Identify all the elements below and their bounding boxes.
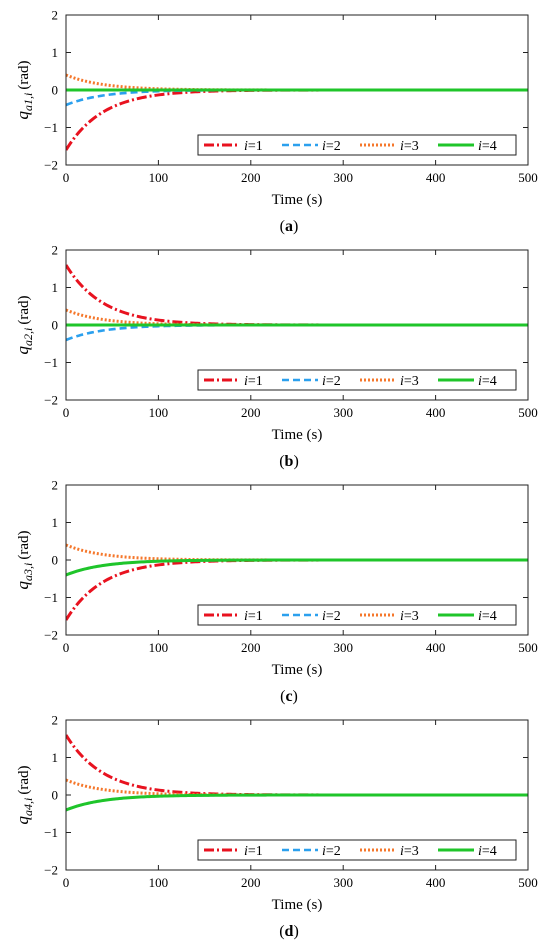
- legend: i=1 i=2 i=3 i=4: [197, 369, 517, 391]
- x-tick-label: 300: [333, 640, 353, 655]
- x-tick-label: 400: [426, 875, 446, 890]
- panel-caption: (a): [280, 218, 299, 235]
- legend-box: [197, 604, 517, 626]
- x-tick-label: 200: [241, 170, 261, 185]
- x-tick-label: 0: [63, 875, 70, 890]
- legend-label: i=3: [400, 609, 419, 624]
- x-tick-label: 100: [149, 640, 169, 655]
- panel-b: 0 100 200 300 400 500 −2 −1 0 1 2 i=1 i=2 i=3 i=4 Time …: [13, 243, 538, 471]
- legend: i=1 i=2 i=3 i=4: [197, 134, 517, 156]
- x-tick-label: 100: [149, 405, 169, 420]
- y-tick-label: −1: [44, 825, 58, 840]
- legend-label: i=1: [244, 139, 263, 154]
- y-tick-label: −1: [44, 590, 58, 605]
- y-axis-label: qa2,i(rad): [13, 296, 35, 355]
- legend-label: i=1: [244, 609, 263, 624]
- y-tick-label: 0: [52, 318, 59, 333]
- plot-frame-outline: [65, 249, 529, 401]
- x-tick-label: 0: [63, 170, 70, 185]
- x-tick-label: 200: [241, 405, 261, 420]
- x-tick-label: 300: [333, 875, 353, 890]
- legend-label: i=4: [478, 609, 497, 624]
- series-line-i-4: [66, 793, 528, 812]
- legend-label: i=1: [244, 374, 263, 389]
- x-axis-label: Time (s): [272, 662, 323, 678]
- y-tick-label: 2: [52, 713, 59, 728]
- legend-label: i=3: [400, 139, 419, 154]
- legend-label: i=1: [244, 844, 263, 859]
- legend: i=1 i=2 i=3 i=4: [197, 839, 517, 861]
- legend: i=1 i=2 i=3 i=4: [197, 604, 517, 626]
- x-axis-label: Time (s): [272, 427, 323, 443]
- y-tick-label: −2: [44, 863, 58, 878]
- panel-caption: (c): [280, 688, 298, 705]
- plot-frame-outline: [65, 14, 529, 166]
- y-tick-label: 2: [52, 8, 59, 23]
- legend-label: i=4: [478, 139, 497, 154]
- y-tick-label: 0: [52, 83, 59, 98]
- x-tick-label: 300: [333, 405, 353, 420]
- x-tick-label: 200: [241, 875, 261, 890]
- panel-a: 0 100 200 300 400 500 −2 −1 0 1 2 i=1 i=2 i=3 i=4 Time …: [13, 8, 538, 236]
- series-line-i-4: [66, 558, 528, 577]
- y-tick-label: 2: [52, 478, 59, 493]
- x-axis-label: Time (s): [272, 897, 323, 913]
- y-tick-label: −1: [44, 355, 58, 370]
- x-tick-label: 400: [426, 170, 446, 185]
- x-tick-label: 100: [149, 875, 169, 890]
- legend-label: i=2: [322, 139, 341, 154]
- x-tick-label: 200: [241, 640, 261, 655]
- x-tick-label: 400: [426, 640, 446, 655]
- legend-label: i=4: [478, 374, 497, 389]
- y-tick-label: −2: [44, 158, 58, 173]
- y-tick-label: 0: [52, 553, 59, 568]
- legend-label: i=2: [322, 844, 341, 859]
- y-tick-label: 1: [52, 515, 59, 530]
- x-tick-label: 500: [518, 170, 538, 185]
- y-tick-label: 1: [52, 45, 59, 60]
- x-tick-label: 300: [333, 170, 353, 185]
- legend-label: i=3: [400, 844, 419, 859]
- legend-label: i=4: [478, 844, 497, 859]
- panel-caption: (d): [279, 923, 299, 940]
- plot-frame-outline: [65, 719, 529, 871]
- y-axis-label: qa3,i(rad): [13, 531, 35, 590]
- legend-label: i=2: [322, 374, 341, 389]
- y-axis-label: qa1,i(rad): [13, 61, 35, 120]
- x-tick-label: 500: [518, 405, 538, 420]
- y-tick-label: −2: [44, 393, 58, 408]
- y-axis-label: qa4,i(rad): [13, 766, 35, 825]
- y-tick-label: −2: [44, 628, 58, 643]
- x-tick-label: 0: [63, 405, 70, 420]
- legend-box: [197, 369, 517, 391]
- x-axis-label: Time (s): [272, 192, 323, 208]
- y-tick-label: −1: [44, 120, 58, 135]
- x-tick-label: 0: [63, 640, 70, 655]
- legend-label: i=2: [322, 609, 341, 624]
- legend-box: [197, 839, 517, 861]
- panel-caption: (b): [279, 453, 299, 470]
- y-tick-label: 2: [52, 243, 59, 258]
- x-tick-label: 100: [149, 170, 169, 185]
- plot-frame-outline: [65, 484, 529, 636]
- panel-d: 0 100 200 300 400 500 −2 −1 0 1 2 i=1 i=2 i=3 i=4 Time …: [13, 713, 538, 941]
- panel-c: 0 100 200 300 400 500 −2 −1 0 1 2 i=1 i=2 i=3 i=4 Time …: [13, 478, 538, 706]
- x-tick-label: 500: [518, 875, 538, 890]
- legend-label: i=3: [400, 374, 419, 389]
- y-tick-label: 1: [52, 750, 59, 765]
- x-tick-label: 400: [426, 405, 446, 420]
- legend-box: [197, 134, 517, 156]
- y-tick-label: 1: [52, 280, 59, 295]
- y-tick-label: 0: [52, 788, 59, 803]
- x-tick-label: 500: [518, 640, 538, 655]
